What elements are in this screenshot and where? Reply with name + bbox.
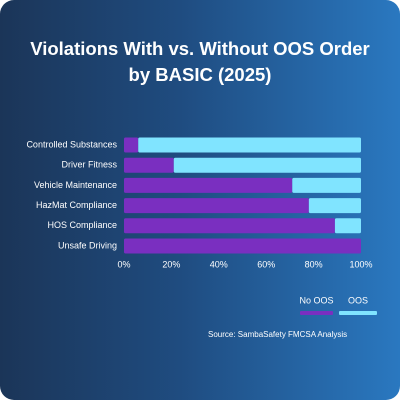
bar-segment — [334, 218, 361, 234]
bar-segment — [124, 218, 335, 234]
bar-segment — [138, 137, 361, 153]
bar-segment — [308, 198, 361, 214]
bar-segment — [124, 157, 174, 173]
bar-segment — [124, 238, 361, 254]
y-tick-label: HazMat Compliance — [36, 200, 117, 210]
bar-segment — [124, 137, 139, 153]
y-tick-label: Unsafe Driving — [58, 240, 117, 250]
bar-segment — [124, 198, 309, 214]
bar-segment — [124, 177, 293, 193]
y-tick-label: Vehicle Maintenance — [34, 180, 117, 190]
x-tick-label: 100% — [349, 259, 372, 269]
legend-swatch — [300, 311, 333, 315]
legend-swatch — [339, 311, 377, 315]
bar-segment — [173, 157, 361, 173]
y-tick-label: Controlled Substances — [26, 139, 117, 149]
y-tick-label: Driver Fitness — [61, 160, 117, 170]
legend-label: No OOS — [299, 295, 333, 305]
y-tick-label: HOS Compliance — [47, 220, 117, 230]
x-tick-label: 40% — [210, 259, 228, 269]
x-tick-label: 60% — [257, 259, 275, 269]
source-note: Source: SambaSafety FMCSA Analysis — [208, 330, 348, 339]
x-tick-label: 80% — [305, 259, 323, 269]
chart-title: Violations With vs. Without OOS Order by… — [30, 38, 370, 85]
x-tick-label: 0% — [117, 259, 130, 269]
legend-label: OOS — [348, 295, 368, 305]
bar-segment — [292, 177, 361, 193]
x-tick-label: 20% — [162, 259, 180, 269]
